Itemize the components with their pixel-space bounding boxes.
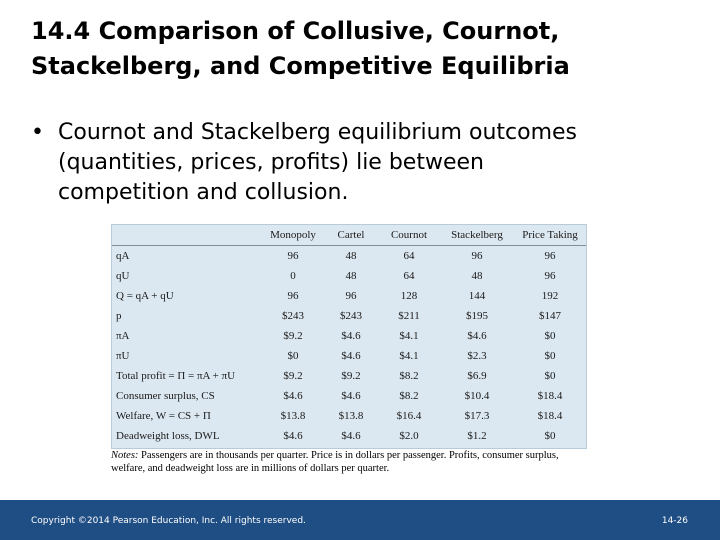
table-cell: $4.6	[341, 330, 361, 342]
row-label: Deadweight loss, DWL	[116, 430, 220, 442]
table-cell: 96	[544, 270, 556, 282]
table-cell: 96	[287, 290, 299, 302]
table-cell: $0	[544, 370, 556, 382]
column-header-cartel: Cartel	[337, 229, 365, 241]
column-header-monopoly: Monopoly	[270, 229, 316, 241]
slide-title-line-2: Stackelberg, and Competitive Equilibria	[31, 52, 570, 80]
table-row: qU 0 48 64 48 96	[112, 267, 586, 287]
table-cell: $1.2	[467, 430, 487, 442]
bullet-text: Cournot and Stackelberg equilibrium outc…	[58, 118, 577, 208]
table-cell: $4.6	[467, 330, 487, 342]
table-cell: $2.0	[399, 430, 419, 442]
bullet-line-2: (quantities, prices, profits) lie betwee…	[58, 150, 484, 175]
table-cell: 144	[468, 290, 486, 302]
row-label: Welfare, W = CS + Π	[116, 410, 211, 422]
table-cell: 48	[345, 270, 357, 282]
table-row: p $243 $243 $211 $195 $147	[112, 307, 586, 327]
table-cell: $4.6	[341, 350, 361, 362]
table-cell: $243	[282, 310, 304, 322]
table-cell: $0	[287, 350, 299, 362]
row-label: qU	[116, 270, 130, 282]
table-row: πA $9.2 $4.6 $4.1 $4.6 $0	[112, 327, 586, 347]
table-cell: 64	[403, 250, 415, 262]
row-label: Total profit = Π = πA + πU	[116, 370, 236, 382]
table-cell: $4.6	[341, 390, 361, 402]
row-label: πA	[116, 330, 130, 342]
copyright-text: Copyright ©2014 Pearson Education, Inc. …	[31, 516, 306, 526]
table-cell: $4.6	[341, 430, 361, 442]
table-cell: $0	[544, 350, 556, 362]
table-cell: 48	[471, 270, 483, 282]
column-header-price-taking: Price Taking	[522, 229, 578, 241]
notes-text: Passengers are in thousands per quarter.…	[111, 450, 559, 474]
bullet-line-1: Cournot and Stackelberg equilibrium outc…	[58, 120, 577, 145]
slide-title: 14.4 Comparison of Collusive, Cournot, S…	[31, 14, 711, 84]
table-cell: $4.6	[283, 390, 303, 402]
table-cell: 48	[345, 250, 357, 262]
table-cell: $4.6	[283, 430, 303, 442]
table-cell: $147	[539, 310, 561, 322]
table-cell: $9.2	[341, 370, 361, 382]
table-cell: 128	[400, 290, 418, 302]
bullet-line-3: competition and collusion.	[58, 180, 349, 205]
table-cell: 0	[290, 270, 296, 282]
comparison-table: Monopoly Cartel Cournot Stackelberg Pric…	[111, 224, 587, 449]
table-cell: 96	[345, 290, 357, 302]
table-cell: $211	[398, 310, 420, 322]
table-row: Deadweight loss, DWL $4.6 $4.6 $2.0 $1.2 $0	[112, 427, 586, 447]
table-row: Total profit = Π = πA + πU $9.2 $9.2 $8.2 $6…	[112, 367, 586, 387]
notes-label: Notes:	[111, 450, 139, 461]
row-label: p	[116, 310, 122, 322]
slide-title-line-1: 14.4 Comparison of Collusive, Cournot,	[31, 17, 560, 45]
table-cell: $13.8	[280, 410, 306, 422]
column-header-stackelberg: Stackelberg	[451, 229, 503, 241]
table-cell: $16.4	[396, 410, 422, 422]
table-cell: 96	[471, 250, 483, 262]
table-cell: $17.3	[464, 410, 490, 422]
table-cell: $4.1	[399, 330, 419, 342]
table-cell: $243	[340, 310, 362, 322]
table-cell: $4.1	[399, 350, 419, 362]
table-cell: $10.4	[464, 390, 490, 402]
table-cell: $8.2	[399, 370, 419, 382]
table-row: qA 96 48 64 96 96	[112, 247, 586, 267]
table-cell: 96	[544, 250, 556, 262]
table-cell: $8.2	[399, 390, 419, 402]
table-cell: $6.9	[467, 370, 487, 382]
row-label: Consumer surplus, CS	[116, 390, 215, 402]
table-cell: $0	[544, 330, 556, 342]
table-cell: 192	[541, 290, 559, 302]
table-row: Welfare, W = CS + Π $13.8 $13.8 $16.4 $17.3 $…	[112, 407, 586, 427]
table-cell: $13.8	[338, 410, 364, 422]
row-label: qA	[116, 250, 130, 262]
table-cell: $9.2	[283, 370, 303, 382]
row-label: Q = qA + qU	[116, 290, 174, 302]
table-row: πU $0 $4.6 $4.1 $2.3 $0	[112, 347, 586, 367]
row-label: πU	[116, 350, 130, 362]
table-row: Consumer surplus, CS $4.6 $4.6 $8.2 $10.4 $18…	[112, 387, 586, 407]
table-cell: 64	[403, 270, 415, 282]
table-cell: $2.3	[467, 350, 487, 362]
table-cell: $195	[466, 310, 488, 322]
table-cell: 96	[287, 250, 299, 262]
page-number: 14-26	[661, 516, 688, 526]
bullet-dot-icon: •	[31, 120, 44, 145]
footer-bar: Copyright ©2014 Pearson Education, Inc. …	[0, 500, 720, 540]
table-cell: $9.2	[283, 330, 303, 342]
table-header-row: Monopoly Cartel Cournot Stackelberg Pric…	[112, 225, 586, 246]
table-cell: $18.4	[537, 410, 563, 422]
table-row: Q = qA + qU 96 96 128 144 192	[112, 287, 586, 307]
table-cell: $0	[544, 430, 556, 442]
table-notes: Notes: Passengers are in thousands per q…	[111, 449, 586, 475]
table-cell: $18.4	[537, 390, 563, 402]
column-header-cournot: Cournot	[390, 229, 428, 241]
